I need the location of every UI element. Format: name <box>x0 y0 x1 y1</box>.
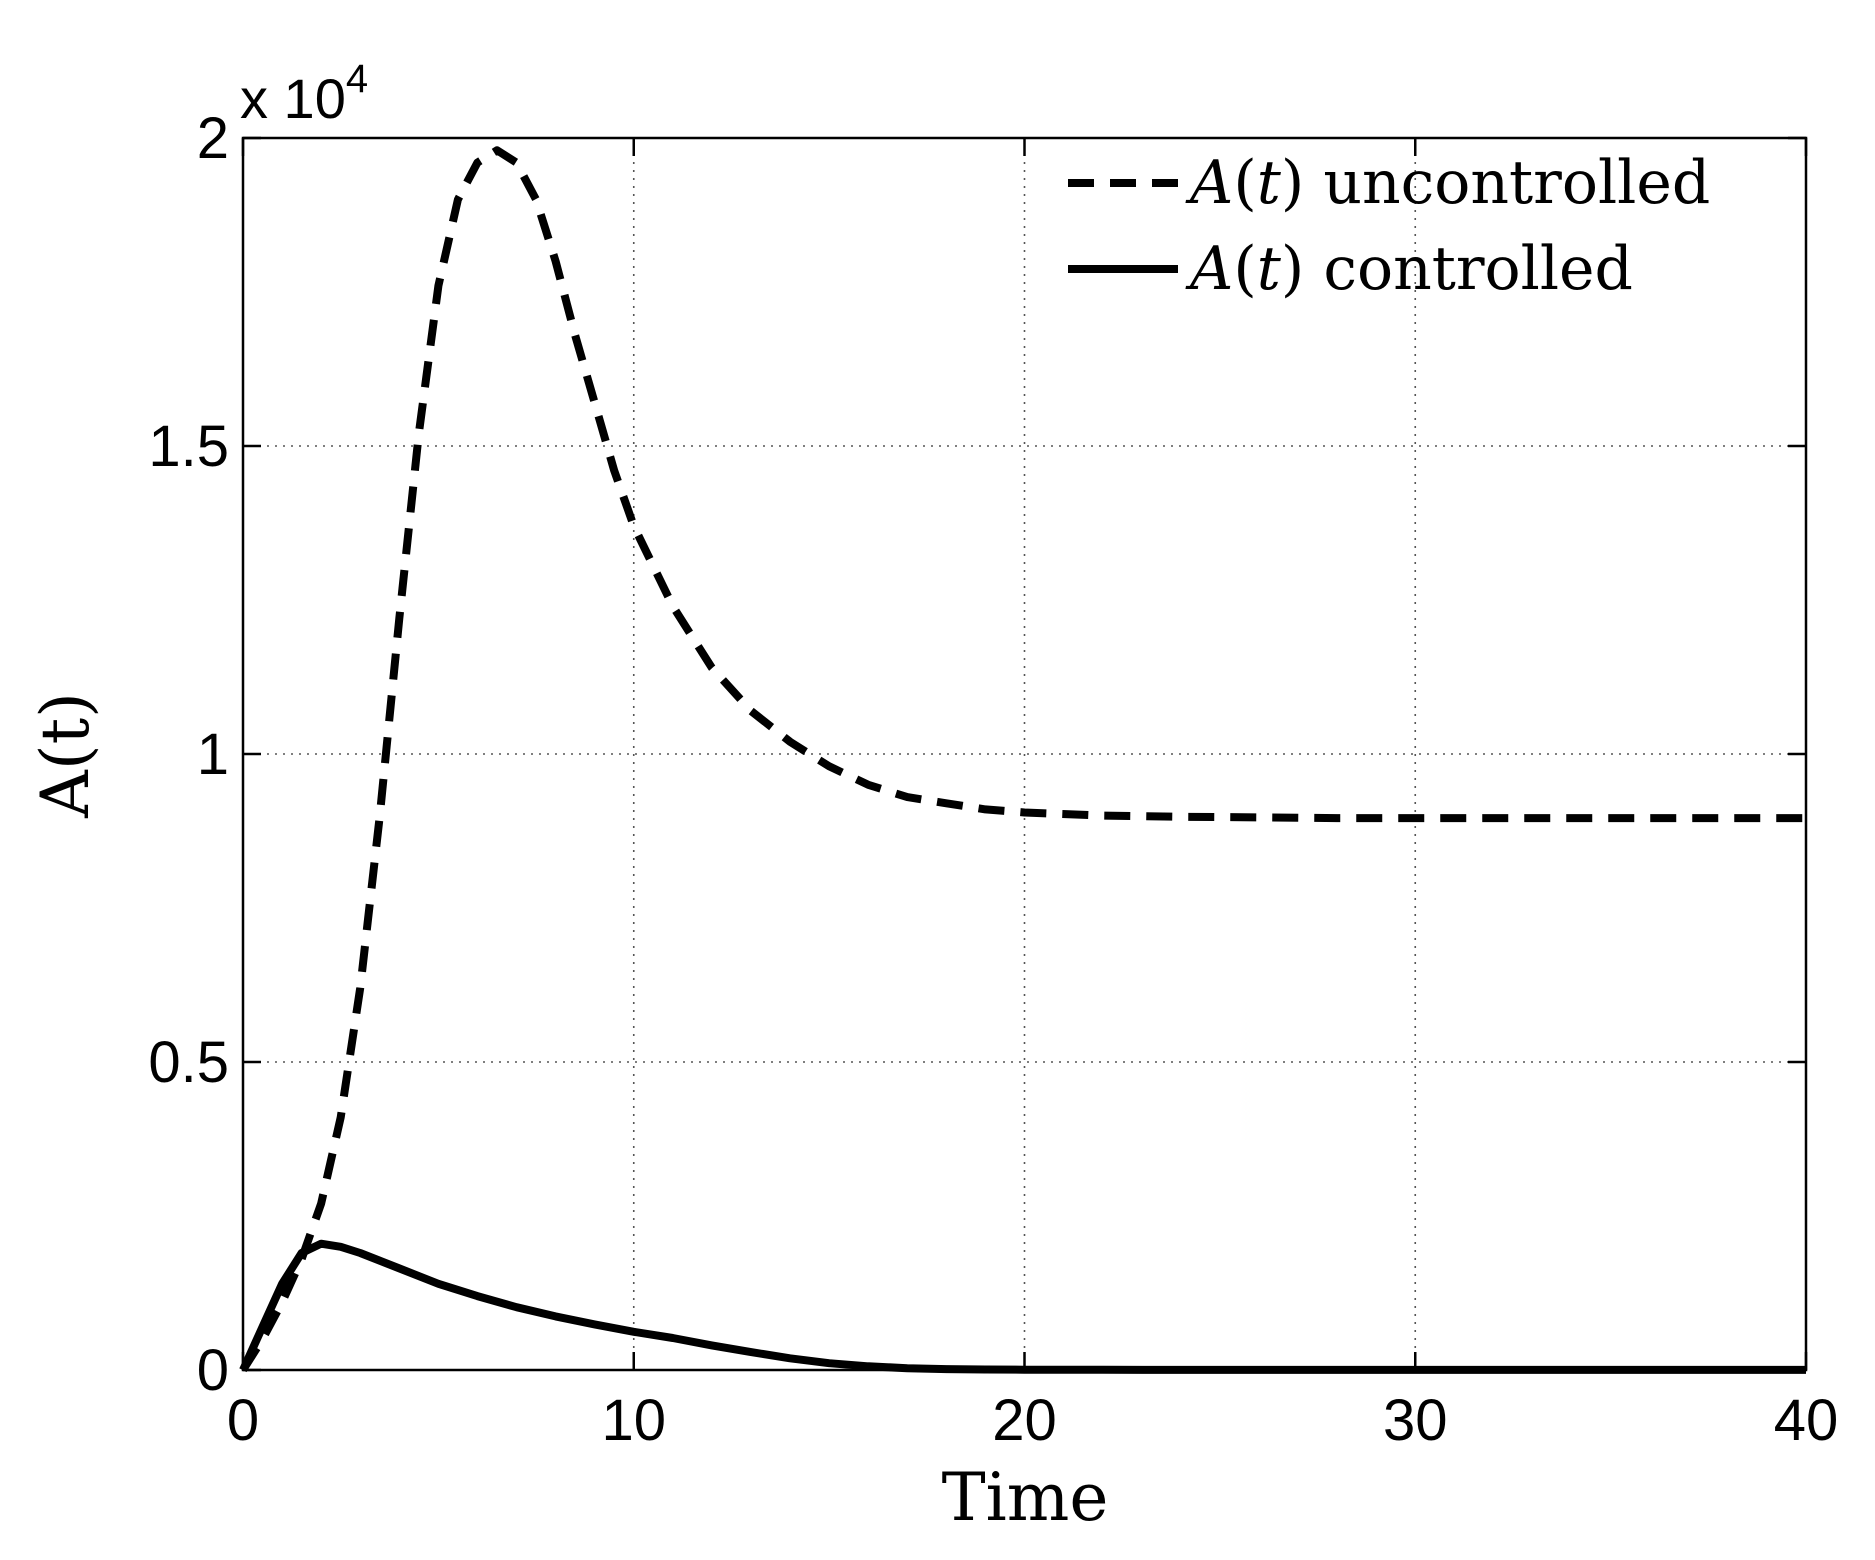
series-line-uncontrolled <box>239 146 1806 1373</box>
y-tick-label: 2 <box>197 106 229 171</box>
x-axis-title: Time <box>942 1459 1109 1536</box>
tick-labels: 0 10 20 30 40 0 0.5 1 1.5 2 <box>148 106 1838 1453</box>
x-tick-label: 40 <box>1774 1388 1839 1453</box>
x-tick-label: 20 <box>992 1388 1057 1453</box>
x-tick-label: 30 <box>1383 1388 1448 1453</box>
y-tick-label: 0.5 <box>148 1030 229 1095</box>
axis-ticks <box>241 136 1808 1372</box>
legend: A(t) uncontrolled A(t) controlled <box>1068 148 1710 304</box>
legend-entry-label: A(t) uncontrolled <box>1185 148 1710 218</box>
y-tick-label: 1.5 <box>148 414 229 479</box>
y-tick-label: 1 <box>197 722 229 787</box>
x-tick-label: 10 <box>601 1388 666 1453</box>
x-tick-label: 0 <box>227 1388 259 1453</box>
y-axis-title: A(t) <box>27 692 104 819</box>
grid-lines <box>243 138 1806 1370</box>
legend-entry-label: A(t) controlled <box>1185 234 1633 304</box>
y-tick-label: 0 <box>197 1338 229 1403</box>
y-scale-multiplier: x 104 <box>240 57 368 130</box>
